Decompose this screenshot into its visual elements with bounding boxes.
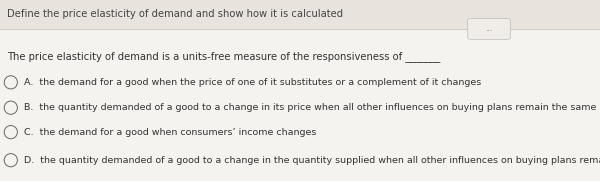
Text: A.  the demand for a good when the price of one of it substitutes or a complemen: A. the demand for a good when the price … — [24, 78, 481, 87]
Text: D.  the quantity demanded of a good to a change in the quantity supplied when al: D. the quantity demanded of a good to a … — [24, 156, 600, 165]
Text: Define the price elasticity of demand and show how it is calculated: Define the price elasticity of demand an… — [7, 9, 343, 20]
Text: The price elasticity of demand is a units-free measure of the responsiveness of : The price elasticity of demand is a unit… — [7, 52, 440, 62]
Text: B.  the quantity demanded of a good to a change in its price when all other infl: B. the quantity demanded of a good to a … — [24, 103, 596, 112]
Text: C.  the demand for a good when consumers’ income changes: C. the demand for a good when consumers’… — [24, 128, 316, 137]
Text: ...: ... — [485, 24, 493, 33]
FancyBboxPatch shape — [0, 29, 600, 181]
FancyBboxPatch shape — [468, 18, 510, 39]
FancyBboxPatch shape — [0, 0, 600, 29]
